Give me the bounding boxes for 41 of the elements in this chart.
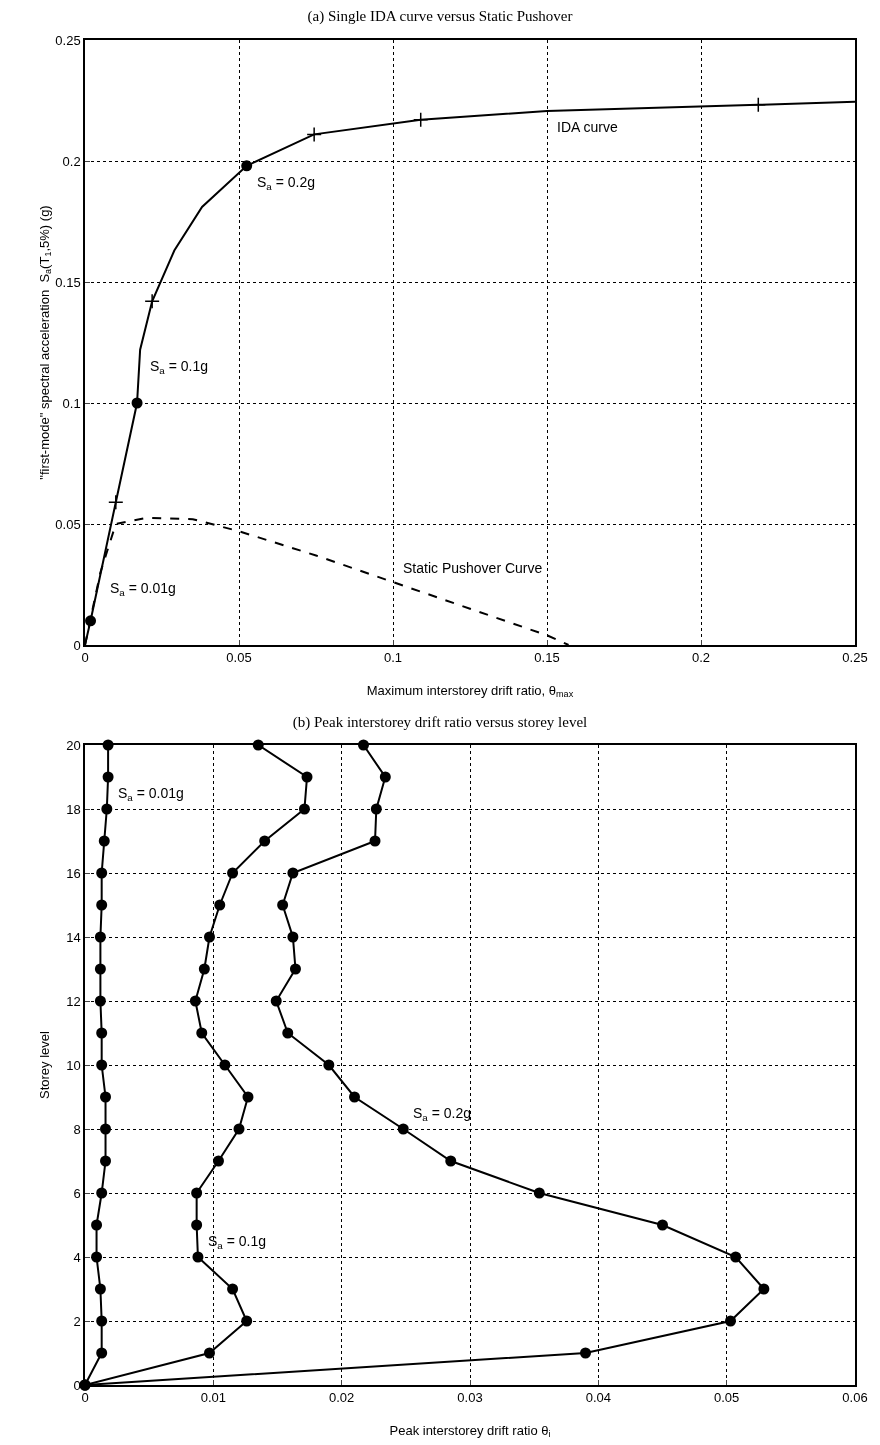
y-tick-label: 2 [73, 1313, 81, 1329]
annotation: IDA curve [557, 119, 618, 135]
annotation: S$_{a}$ = 0.2g [257, 174, 315, 192]
x-tick-label: 0.03 [457, 1390, 483, 1406]
x-tick-label: 0.06 [842, 1390, 868, 1406]
annotation: Static Pushover Curve [403, 560, 543, 576]
y-tick-label: 0.05 [55, 516, 81, 532]
chart-title: (a) Single IDA curve versus Static Pushover [307, 8, 573, 26]
y-tick-label: 18 [66, 801, 81, 817]
y-tick-label: 6 [73, 1185, 81, 1201]
x-tick-label: 0.25 [842, 650, 868, 666]
y-tick-label: 16 [66, 865, 81, 881]
y-tick-label: 0.1 [62, 395, 81, 411]
annotation: S$_{a}$ = 0.1g [208, 1233, 266, 1251]
y-tick-label: 0.15 [55, 274, 81, 290]
x-tick-label: 0.01 [200, 1390, 226, 1406]
y-tick-label: 0.2 [62, 153, 81, 169]
y-tick-label: 4 [73, 1249, 81, 1265]
y-tick-label: 12 [66, 993, 81, 1009]
y-tick-label: 10 [66, 1057, 81, 1073]
x-tick-label: 0.15 [534, 650, 560, 666]
x-tick-label: 0.02 [329, 1390, 355, 1406]
y-tick-label: 0 [73, 637, 81, 653]
y-tick-label: 0 [73, 1377, 81, 1393]
annotation: S$_{a}$ = 0.1g [150, 358, 208, 376]
annotation: S$_{a}$ = 0.2g [413, 1105, 471, 1123]
y-tick-label: 20 [66, 737, 81, 753]
annotation: S$_{a}$ = 0.01g [118, 785, 184, 803]
x-tick-label: 0.05 [714, 1390, 740, 1406]
x-axis-title: Maximum interstorey drift ratio, θ$_{max}$ [366, 682, 574, 700]
y-tick-label: 0.25 [55, 32, 81, 48]
x-tick-label: 0.1 [383, 650, 403, 666]
x-tick-label: 0.2 [691, 650, 711, 666]
x-tick-label: 0.04 [585, 1390, 611, 1406]
x-tick-label: 0.05 [226, 650, 252, 666]
y-tick-label: 14 [66, 929, 81, 945]
annotation: S$_{a}$ = 0.01g [110, 580, 176, 598]
y-axis-title: Storey level [36, 1030, 52, 1099]
x-axis-title: Peak interstorey drift ratio θ$_{i}$ [389, 1422, 551, 1440]
chart-title: (b) Peak interstorey drift ratio versus storey level [292, 713, 588, 731]
y-tick-label: 8 [73, 1121, 81, 1137]
